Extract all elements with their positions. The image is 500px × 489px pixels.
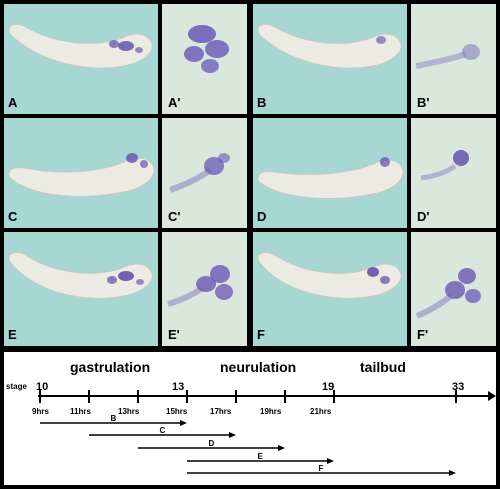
panel-label: F: [257, 327, 265, 342]
hour-label: 13hrs: [118, 407, 140, 416]
panel-label: C: [8, 209, 18, 224]
bar-label-b: B: [111, 414, 117, 423]
hour-label: 9hrs: [32, 407, 49, 416]
inset-image-a: [158, 4, 247, 114]
phase-tailbud: tailbud: [360, 359, 406, 375]
panel-e: E E': [4, 232, 247, 346]
expression-bars: B C D E F: [40, 414, 456, 476]
inset-label: B': [417, 95, 430, 110]
panel-d: D D': [253, 118, 496, 228]
panel-divider: [158, 232, 162, 346]
panel-a: A A': [4, 4, 247, 114]
panel-label: D: [257, 209, 267, 224]
panel-f: F F': [253, 232, 496, 346]
bar-label-f: F: [319, 464, 324, 473]
embryo-shape: [257, 251, 402, 299]
timeline-svg: gastrulation neurulation tailbud stage 1…: [6, 359, 496, 476]
timeline-arrowhead: [488, 391, 496, 401]
stain-pattern: [420, 150, 469, 181]
inset-image-d: [407, 118, 496, 228]
embryo-shape: [8, 153, 155, 197]
stage-10: 10: [36, 381, 48, 393]
phase-neurulation: neurulation: [220, 359, 296, 375]
bar-arrowhead: [180, 420, 187, 426]
panel-divider: [407, 118, 411, 228]
inset-label: C': [168, 209, 181, 224]
bar-arrowhead: [327, 458, 334, 464]
timeline-ticks: [39, 390, 457, 403]
inset-label: E': [168, 327, 180, 342]
panel-c: C C': [4, 118, 247, 228]
stain-pattern: [415, 268, 481, 319]
panel-divider: [158, 118, 162, 228]
bar-label-e: E: [258, 452, 264, 461]
stain-pattern: [184, 25, 229, 73]
inset-label: D': [417, 209, 430, 224]
panel-label: B: [257, 95, 267, 110]
inset-label: A': [168, 95, 181, 110]
stage-13: 13: [172, 381, 184, 393]
embryo-shape: [8, 251, 153, 299]
phase-gastrulation: gastrulation: [70, 359, 150, 375]
stage-19: 19: [322, 381, 334, 393]
hour-label: 19hrs: [260, 407, 282, 416]
bar-label-c: C: [160, 426, 166, 435]
embryo-shape: [257, 157, 404, 199]
stain-pattern: [167, 265, 233, 307]
hour-label: 21hrs: [310, 407, 332, 416]
hour-label: 11hrs: [70, 407, 91, 416]
panel-label: A: [8, 95, 18, 110]
developmental-timeline: gastrulation neurulation tailbud stage 1…: [4, 352, 496, 485]
stain-pattern: [415, 44, 480, 69]
bar-label-d: D: [209, 439, 215, 448]
bar-arrowhead: [449, 470, 456, 476]
inset-label: F': [417, 327, 429, 342]
bar-arrowhead: [229, 432, 236, 438]
stain-pattern: [169, 153, 230, 193]
stage-prefix: stage: [6, 382, 27, 391]
stage-33: 33: [452, 381, 464, 393]
panel-label: E: [8, 327, 17, 342]
panel-b: B B': [253, 4, 496, 114]
bar-arrowhead: [278, 445, 285, 451]
embryo-shape: [8, 23, 153, 69]
hour-label: 17hrs: [210, 407, 232, 416]
panel-divider: [407, 4, 411, 114]
panel-divider: [158, 4, 162, 114]
panel-divider: [407, 232, 411, 346]
hour-label: 15hrs: [166, 407, 188, 416]
embryo-shape: [257, 23, 402, 69]
